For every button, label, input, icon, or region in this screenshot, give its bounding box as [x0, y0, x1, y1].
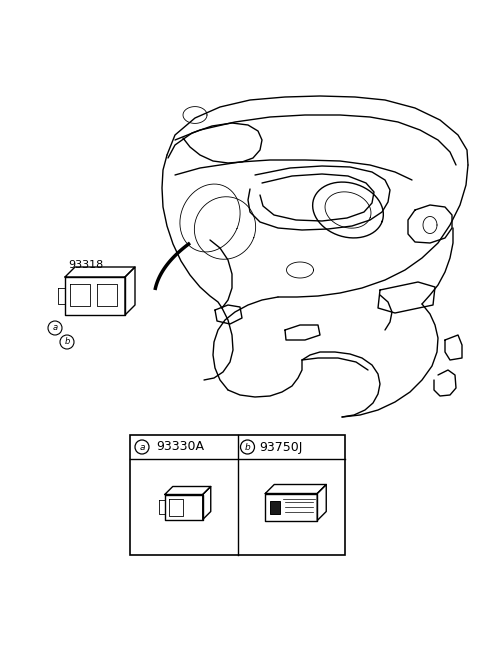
Text: a: a — [52, 323, 58, 333]
Text: b: b — [64, 337, 70, 346]
Text: a: a — [139, 443, 145, 451]
Text: 93750J: 93750J — [260, 440, 303, 453]
Text: 93318: 93318 — [68, 260, 103, 270]
Text: b: b — [245, 443, 251, 451]
FancyBboxPatch shape — [270, 501, 280, 514]
Text: 93330A: 93330A — [156, 440, 204, 453]
